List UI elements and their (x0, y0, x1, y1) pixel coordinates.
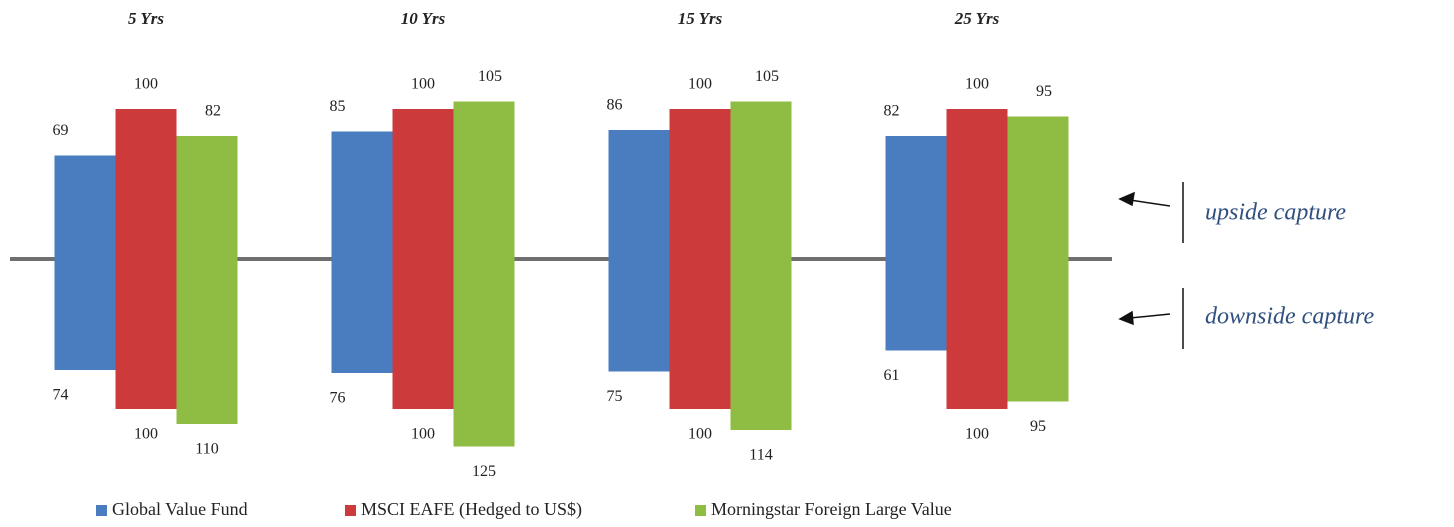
upside-bar (669, 109, 731, 259)
downside-bar (885, 259, 947, 351)
upside-label: 100 (965, 76, 989, 93)
downside-label: 125 (472, 463, 496, 480)
downside-bar (453, 259, 515, 447)
upside-bar (730, 101, 792, 259)
upside-bar (115, 109, 177, 259)
upside-label: 100 (411, 76, 435, 93)
downside-bar (331, 259, 393, 373)
upside-label: 100 (134, 76, 158, 93)
legend-swatch (695, 505, 706, 516)
upside-label: 105 (755, 68, 779, 85)
legend-label: Morningstar Foreign Large Value (711, 499, 952, 519)
upside-label: 100 (688, 76, 712, 93)
downside-label: 75 (607, 388, 623, 405)
upside-bar (54, 155, 116, 259)
upside-label: 95 (1036, 83, 1052, 100)
downside-label: 61 (884, 367, 900, 384)
downside-bar (730, 259, 792, 430)
legend-label: Global Value Fund (112, 499, 248, 519)
upside-bar (608, 130, 670, 259)
upside-bar (946, 109, 1008, 259)
upside-bar (176, 136, 238, 259)
annotation-arrows (1118, 182, 1184, 349)
downside-label: 100 (965, 426, 989, 443)
downside-label: 100 (688, 426, 712, 443)
downside-label: 74 (53, 387, 69, 404)
upside-label: 105 (478, 68, 502, 85)
upside-bar (1007, 116, 1069, 259)
upside-bar (392, 109, 454, 259)
category-label: 10 Yrs (401, 9, 446, 28)
upside-bar (331, 131, 393, 259)
annotation: downside capture (1205, 304, 1374, 330)
annotation: upside capture (1205, 200, 1346, 226)
upside-label: 82 (884, 103, 900, 120)
downside-label: 100 (134, 426, 158, 443)
category-label: 25 Yrs (954, 9, 1000, 28)
downside-bar (176, 259, 238, 424)
upside-label: 85 (330, 98, 346, 115)
downside-label: 100 (411, 426, 435, 443)
downside-label: 95 (1030, 418, 1046, 435)
upside-bar (885, 136, 947, 259)
downside-bar (1007, 259, 1069, 402)
category-label: 5 Yrs (128, 9, 164, 28)
downside-bar (115, 259, 177, 409)
downside-bar (608, 259, 670, 372)
downside-bar (946, 259, 1008, 409)
upside-label: 69 (53, 122, 69, 139)
legend-swatch (96, 505, 107, 516)
downside-label: 110 (195, 441, 218, 458)
upside-bar (453, 101, 515, 259)
upside-label: 86 (607, 97, 623, 114)
legend-swatch (345, 505, 356, 516)
category-label: 15 Yrs (678, 9, 723, 28)
downside-label: 114 (749, 447, 772, 464)
upside-label: 82 (205, 103, 221, 120)
downside-bar (669, 259, 731, 409)
legend-label: MSCI EAFE (Hedged to US$) (361, 499, 582, 520)
downside-bar (392, 259, 454, 409)
downside-label: 76 (330, 390, 346, 407)
downside-bar (54, 259, 116, 370)
